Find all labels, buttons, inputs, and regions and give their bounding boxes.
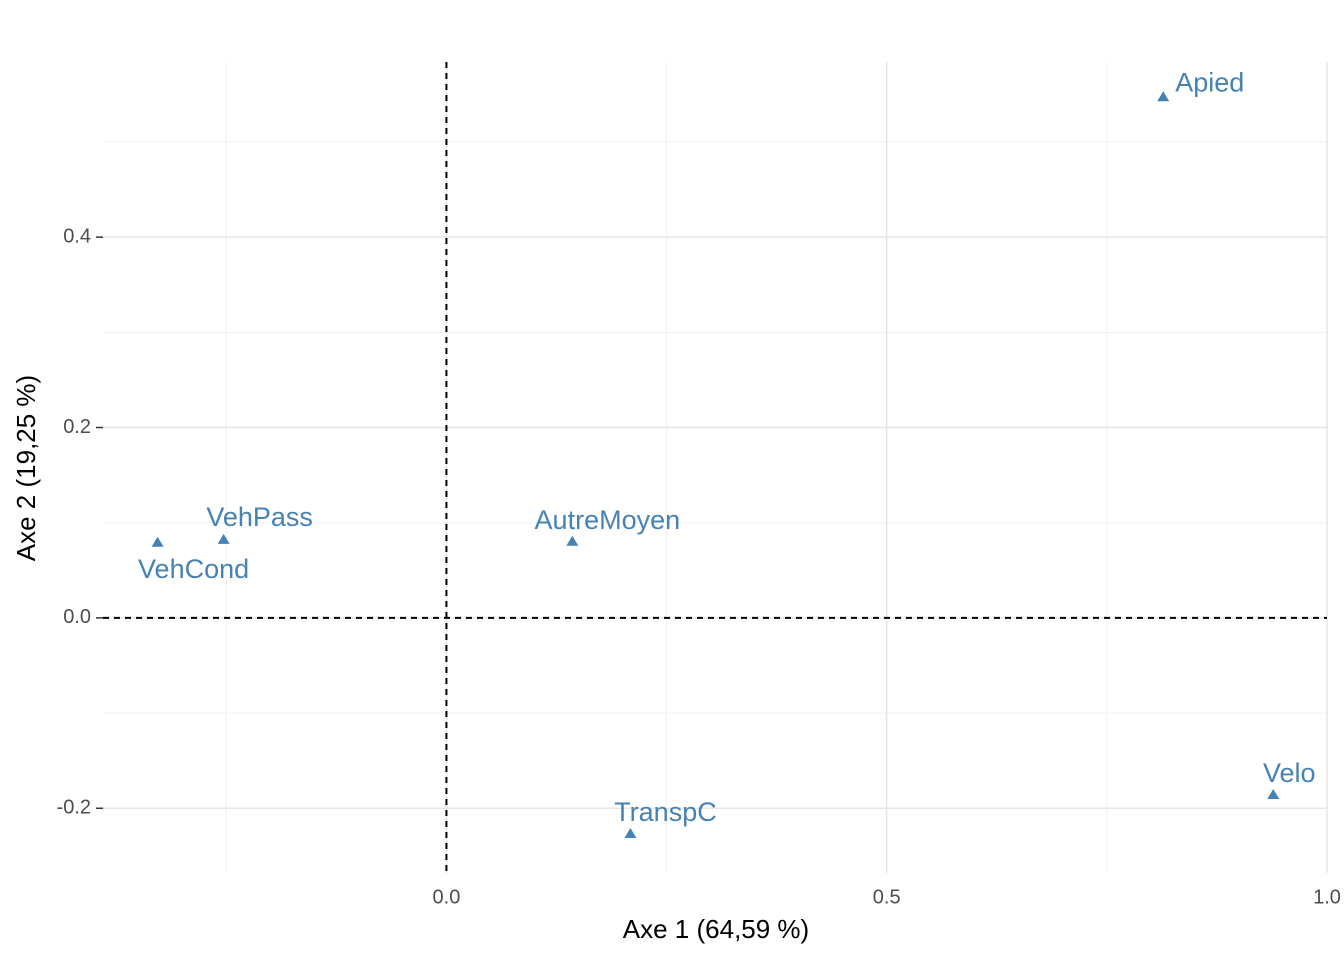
y-tick-label: -0.2 [57,797,91,819]
x-tick-label: 1.0 [1313,886,1341,908]
point-label: VehPass [206,502,313,532]
point-label: TranspC [614,797,717,827]
y-axis-label: Axe 2 (19,25 %) [11,375,41,561]
point [566,535,579,546]
point [1267,788,1280,799]
y-tick-label: 0.0 [63,606,91,628]
point-label: Velo [1263,758,1316,788]
point [151,536,164,547]
y-tick-label: 0.2 [63,416,91,438]
point [1157,91,1170,102]
y-tick-label: 0.4 [63,225,91,247]
point-label: VehCond [138,554,249,584]
point-label: Apied [1175,67,1244,97]
point [624,827,637,838]
x-tick-label: 0.5 [873,886,901,908]
x-axis-label: Axe 1 (64,59 %) [623,914,809,944]
x-tick-label: 0.0 [433,886,461,908]
point [217,533,230,544]
point-label: AutreMoyen [535,505,681,535]
